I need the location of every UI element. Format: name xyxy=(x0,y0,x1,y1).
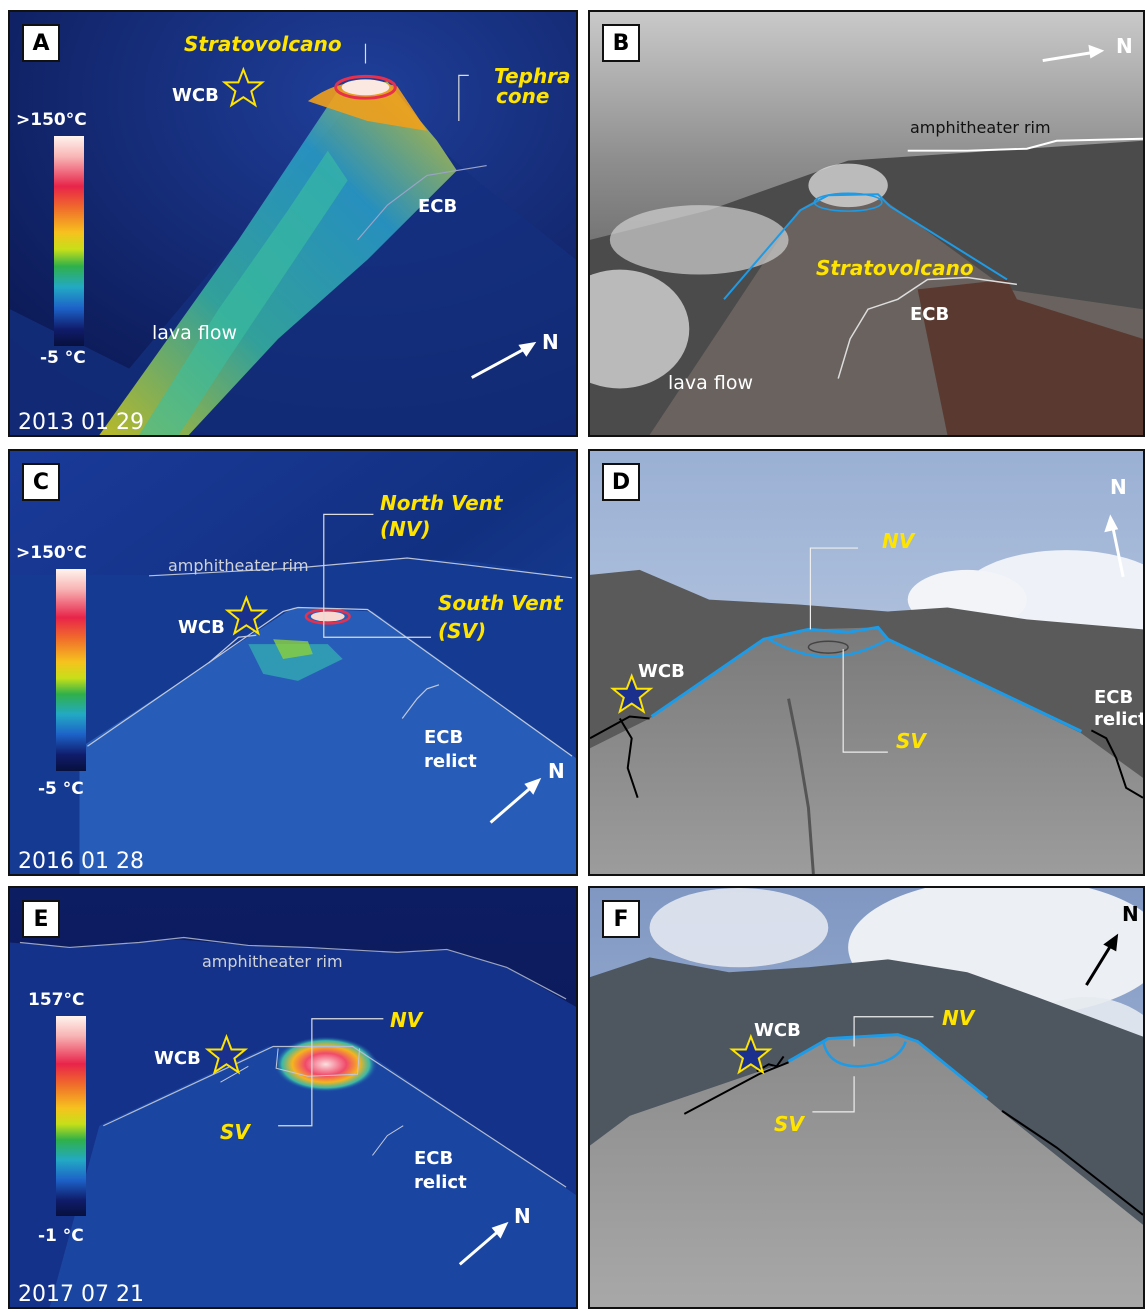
panel-label: A xyxy=(22,24,60,62)
panel-a: A Stratovolcano Tephra cone WCB ECB lava… xyxy=(8,10,578,437)
panel-label: B xyxy=(602,24,640,62)
date-label: 2013 01 29 xyxy=(18,410,144,435)
scale-min-label: -1 °C xyxy=(38,1226,84,1246)
wcb-label: WCB xyxy=(638,661,685,682)
panel-label: C xyxy=(22,463,60,501)
star-icon xyxy=(729,1033,773,1075)
north-label: N xyxy=(1116,34,1133,58)
north-label: N xyxy=(514,1204,531,1228)
star-icon xyxy=(610,673,654,714)
stratovolcano-label: Stratovolcano xyxy=(816,256,974,280)
ecb-label: ECB xyxy=(418,196,458,217)
ecb-label: ECB xyxy=(1094,687,1134,708)
wcb-label: WCB xyxy=(172,85,219,106)
wcb-label: WCB xyxy=(754,1020,801,1041)
scale-min-label: -5 °C xyxy=(38,779,84,799)
lava-flow-label: lava flow xyxy=(152,322,237,344)
ecb-label: ECB xyxy=(910,304,950,325)
panel-c: C North Vent (NV) South Vent (SV) amphit… xyxy=(8,449,578,876)
lava-flow-label: lava flow xyxy=(668,372,753,394)
date-label: 2016 01 28 xyxy=(18,849,144,874)
ecb-label: ECB xyxy=(424,727,464,748)
ecb-relict-label: relict xyxy=(1094,709,1145,730)
north-label: N xyxy=(1122,902,1139,926)
scale-min-label: -5 °C xyxy=(40,348,86,368)
sv-label: SV xyxy=(220,1120,250,1144)
north-label: N xyxy=(548,759,565,783)
nv-label: NV xyxy=(942,1006,975,1030)
amphitheater-rim-label: amphitheater rim xyxy=(202,952,343,971)
temperature-color-scale xyxy=(56,1016,86,1216)
stratovolcano-label: Stratovolcano xyxy=(184,32,342,56)
temperature-color-scale xyxy=(56,569,86,771)
ecb-label: ECB xyxy=(414,1148,454,1169)
thermal-image-a xyxy=(10,12,576,435)
south-vent-label: South Vent xyxy=(438,591,563,615)
panel-label: D xyxy=(602,463,640,501)
sv-label: SV xyxy=(774,1112,804,1136)
panel-label: F xyxy=(602,900,640,938)
panel-e: E amphitheater rim NV SV WCB ECB relict … xyxy=(8,886,578,1309)
tephra-label: Tephra xyxy=(494,64,571,88)
wcb-label: WCB xyxy=(178,617,225,638)
south-vent-abbrev-label: (SV) xyxy=(438,619,487,643)
panel-b: B N amphitheater rim Stratovolcano ECB l… xyxy=(588,10,1145,437)
north-label: N xyxy=(542,330,559,354)
thermal-image-c xyxy=(10,451,576,874)
sv-label: SV xyxy=(896,729,926,753)
star-icon xyxy=(221,66,265,108)
scale-max-label: >150°C xyxy=(16,110,87,130)
star-icon xyxy=(204,1033,249,1075)
north-vent-abbrev-label: (NV) xyxy=(380,517,431,541)
scale-max-label: >150°C xyxy=(16,543,87,563)
panel-f: F N WCB NV SV xyxy=(588,886,1145,1309)
ecb-relict-label: relict xyxy=(424,751,477,772)
photo-f xyxy=(590,888,1143,1307)
nv-label: NV xyxy=(882,529,915,553)
panel-label: E xyxy=(22,900,60,938)
north-label: N xyxy=(1110,475,1127,499)
amphitheater-rim-label: amphitheater rim xyxy=(910,118,1051,137)
thermal-image-e xyxy=(10,888,576,1307)
wcb-label: WCB xyxy=(154,1048,201,1069)
star-icon xyxy=(224,594,268,636)
date-label: 2017 07 21 xyxy=(18,1282,144,1307)
photo-b xyxy=(590,12,1143,435)
ecb-relict-label: relict xyxy=(414,1172,467,1193)
temperature-color-scale xyxy=(54,136,84,346)
amphitheater-rim-label: amphitheater rim xyxy=(168,556,309,575)
photo-d xyxy=(590,451,1143,874)
panel-d: D N NV SV WCB ECB relict xyxy=(588,449,1145,876)
cone-label: cone xyxy=(496,84,550,108)
nv-label: NV xyxy=(390,1008,423,1032)
north-vent-label: North Vent xyxy=(380,491,503,515)
scale-max-label: 157°C xyxy=(28,990,85,1010)
